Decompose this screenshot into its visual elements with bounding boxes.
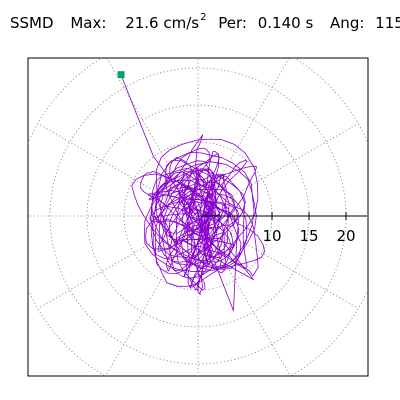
max-value: 21.6 cm/s: [125, 14, 200, 32]
peak-marker-layer: [117, 71, 125, 79]
angle-value: 115.4: [375, 14, 400, 32]
max-label: Max:: [70, 14, 107, 32]
grid-spoke: [216, 247, 291, 376]
grid-spoke: [37, 234, 167, 309]
radial-tick-label: 20: [336, 227, 355, 245]
grid-spoke: [229, 234, 359, 309]
acceleration-trace: [120, 74, 265, 312]
peak-marker: [117, 71, 125, 79]
radial-axis: 10 15 20: [198, 212, 367, 245]
angle-label: Ang:: [330, 14, 365, 32]
period-label: Per:: [218, 14, 247, 32]
grid-spoke: [216, 58, 290, 185]
grid-spoke: [37, 123, 167, 198]
period-value: 0.140 s: [257, 14, 314, 32]
grid-spoke: [105, 247, 180, 376]
radial-tick-label: 10: [262, 227, 281, 245]
radial-tick-label: 15: [299, 227, 318, 245]
grid-spoke: [229, 123, 359, 198]
max-unit-exponent: 2: [200, 12, 207, 23]
station-name: SSMD: [10, 14, 54, 32]
trace-path: [120, 74, 265, 312]
title-bar: SSMD Max: 21.6 cm/s2 Per: 0.140 s Ang: 1…: [10, 12, 400, 32]
